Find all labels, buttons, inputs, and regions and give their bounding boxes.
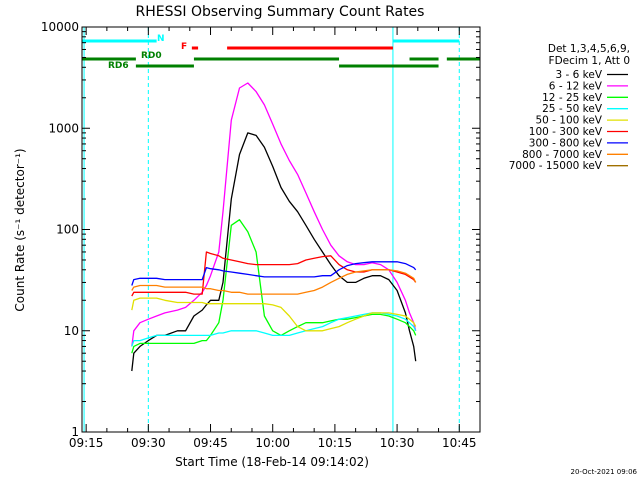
series-line-7 (131, 261, 417, 286)
legend-label-2: 6 - 12 keV (549, 80, 603, 92)
legend-label-3: 12 - 25 keV (542, 92, 603, 104)
y-axis-label: Count Rate (s⁻¹ detector⁻¹) (13, 148, 27, 311)
legend-label-7: 300 - 800 keV (529, 137, 603, 149)
x-tick-label: 10:15 (318, 436, 353, 450)
legend: Det 1,3,4,5,6,9,FDecim 1, Att 0 3 - 6 keV… (509, 43, 630, 172)
status-bar-label-n: N (157, 34, 165, 44)
x-tick-label: 09:45 (193, 436, 228, 450)
y-tick-label: 1 (71, 425, 79, 439)
y-tick-label: 10000 (41, 20, 79, 34)
x-tick-label: 09:30 (131, 436, 166, 450)
series-group (131, 82, 417, 372)
legend-label-5: 50 - 100 keV (535, 115, 602, 127)
legend-label-8: 800 - 7000 keV (522, 149, 603, 161)
legend-label-4: 25 - 50 keV (542, 103, 603, 115)
status-bar-label-rd6: RD6 (108, 61, 129, 71)
legend-label-9: 7000 - 15000 keV (509, 160, 603, 172)
x-tick-label: 09:15 (69, 436, 104, 450)
series-line-2 (131, 82, 417, 347)
plot-area: N F RD0 RD6 09:15 09:30 09:45 10:00 10:15 10:30 10… (41, 20, 481, 450)
legend-header-line: Det 1,3,4,5,6,9, (548, 43, 630, 55)
legend-header-line: FDecim 1, Att 0 (549, 55, 630, 67)
y-tick-label: 1000 (48, 121, 79, 135)
plot-frame (81, 26, 481, 433)
x-axis-label: Start Time (18-Feb-14 09:14:02) (175, 455, 369, 469)
legend-label-1: 3 - 6 keV (555, 69, 602, 81)
status-bar-label-rd0: RD0 (141, 51, 162, 61)
x-tick-label: 10:30 (380, 436, 415, 450)
series-line-1 (131, 132, 417, 372)
y-tick-label: 10 (64, 324, 79, 338)
series-line-8 (131, 269, 417, 295)
series-line-5 (131, 297, 417, 332)
series-line-3 (131, 219, 417, 354)
y-tick-label: 100 (56, 223, 79, 237)
legend-label-6: 100 - 300 keV (529, 126, 603, 138)
chart-title: RHESSI Observing Summary Count Rates (136, 4, 425, 20)
status-bar-label-f: F (181, 42, 187, 52)
timestamp-footer: 20-Oct-2021 09:06 (571, 468, 638, 476)
x-tick-label: 10:45 (442, 436, 477, 450)
x-tick-label: 10:00 (255, 436, 290, 450)
